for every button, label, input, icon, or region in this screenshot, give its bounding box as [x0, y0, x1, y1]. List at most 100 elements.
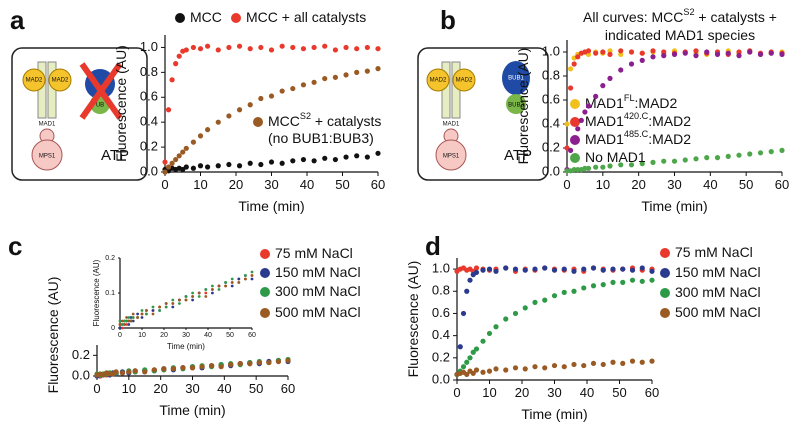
- data-point: [236, 43, 243, 49]
- x-tick-label: 0: [161, 177, 168, 192]
- data-point: [473, 265, 480, 271]
- data-point: [564, 168, 570, 174]
- data-point: [184, 295, 188, 298]
- y-tick-label: 0.2: [542, 139, 560, 154]
- data-point: [682, 50, 688, 56]
- data-point: [217, 288, 221, 291]
- data-point: [205, 164, 211, 170]
- data-point: [639, 57, 645, 64]
- data-point: [582, 165, 588, 171]
- data-point: [768, 149, 774, 155]
- x-tick-label: 50: [335, 177, 349, 192]
- data-point: [639, 278, 645, 284]
- data-point: [629, 358, 636, 364]
- data-point: [268, 47, 275, 53]
- data-point: [581, 266, 587, 272]
- x-tick-label: 0: [453, 385, 460, 400]
- data-point: [230, 281, 234, 284]
- data-point: [629, 267, 636, 273]
- x-tick-label: 50: [226, 332, 234, 339]
- data-point: [512, 266, 519, 272]
- data-point: [561, 364, 567, 370]
- legend-label: 300 mM NaCl: [275, 283, 361, 299]
- y-axis-label: Fluorescence (AU): [405, 261, 421, 378]
- data-point: [197, 295, 201, 298]
- x-tick-label: 40: [703, 177, 717, 192]
- data-point: [151, 309, 155, 312]
- data-point: [343, 44, 349, 51]
- data-point: [354, 46, 360, 52]
- data-point: [275, 358, 282, 365]
- data-point: [661, 158, 667, 164]
- y-tick-label: 1.0: [542, 43, 560, 58]
- mad1-label: MAD1: [39, 122, 56, 128]
- data-point: [190, 139, 196, 145]
- data-point: [113, 369, 119, 375]
- text-piece: MAD1: [585, 131, 624, 147]
- text-piece: :MAD2: [635, 95, 678, 111]
- data-point: [158, 309, 162, 312]
- data-point: [650, 54, 656, 60]
- data-point: [300, 46, 307, 52]
- data-point: [236, 163, 243, 169]
- legend-marker: [660, 268, 670, 278]
- data-point: [123, 323, 126, 326]
- data-point: [473, 367, 480, 373]
- data-point: [768, 50, 774, 56]
- data-point: [581, 362, 587, 369]
- x-tick-label: 40: [300, 177, 314, 192]
- legend-label: 500 mM NaCl: [275, 304, 361, 320]
- data-point: [649, 268, 655, 274]
- x-tick-label: 0: [118, 332, 122, 339]
- legend-label: 300 mM NaCl: [675, 284, 761, 300]
- data-point: [215, 47, 221, 53]
- legend-marker: [231, 13, 241, 23]
- data-point: [169, 160, 175, 166]
- data-point: [610, 279, 616, 285]
- data-point: [250, 270, 254, 274]
- data-point: [190, 165, 196, 171]
- x-tick-label: 60: [371, 177, 385, 192]
- data-point: [779, 147, 785, 153]
- data-point: [747, 49, 753, 55]
- x-axis-label: Time (min): [641, 198, 707, 214]
- data-point: [704, 49, 710, 55]
- data-point: [279, 88, 285, 94]
- data-point: [512, 310, 519, 317]
- data-point: [237, 361, 243, 367]
- y-tick-label: 1.0: [140, 39, 158, 54]
- data-point: [145, 312, 148, 316]
- data-point: [375, 150, 381, 156]
- data-point: [127, 316, 131, 319]
- data-point: [311, 158, 317, 164]
- text-piece: 300 mM NaCl: [275, 283, 361, 299]
- data-point: [493, 366, 499, 372]
- data-point: [585, 48, 592, 54]
- data-point: [170, 366, 176, 372]
- legend-marker: [660, 308, 670, 318]
- data-point: [165, 107, 172, 113]
- data-point: [561, 266, 567, 272]
- mad2-label: MAD2: [52, 78, 69, 84]
- data-point: [131, 319, 135, 323]
- data-point: [230, 277, 234, 281]
- data-point: [171, 305, 175, 309]
- data-point: [551, 293, 558, 299]
- mad2-label: MAD2: [430, 78, 447, 84]
- data-point: [197, 46, 204, 52]
- x-axis-label: Time (min): [167, 342, 205, 351]
- text-piece: 150 mM NaCl: [275, 264, 361, 280]
- data-point: [590, 283, 597, 289]
- data-point: [268, 93, 275, 99]
- x-axis-label: Time (min): [159, 402, 225, 418]
- text-piece: MCC + all catalysts: [246, 9, 366, 25]
- x-tick-label: 60: [775, 177, 789, 192]
- data-point: [226, 113, 232, 119]
- data-point: [649, 277, 655, 283]
- data-point: [460, 310, 467, 317]
- data-point: [493, 324, 499, 330]
- data-point: [551, 362, 558, 369]
- text-piece: 150 mM NaCl: [675, 264, 761, 280]
- data-point: [593, 164, 599, 170]
- data-point: [151, 305, 155, 309]
